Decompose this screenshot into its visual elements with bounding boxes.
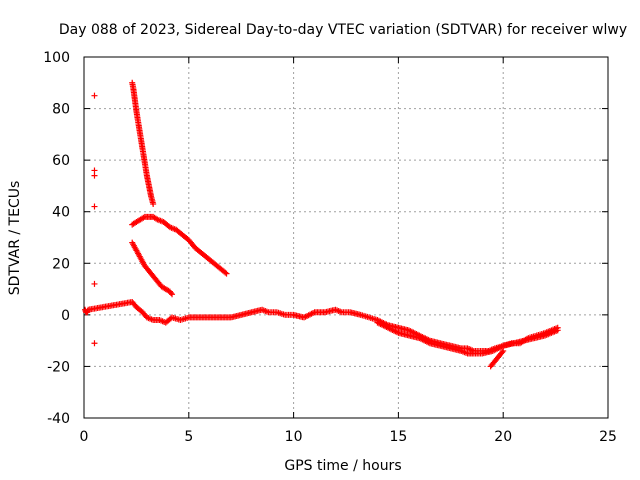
- y-tick-label: 40: [52, 205, 70, 221]
- x-tick-label: 10: [285, 429, 303, 445]
- x-tick-label: 25: [599, 429, 617, 445]
- x-tick-labels: 0 5 10 15 20 25: [80, 429, 617, 445]
- data-point: [223, 270, 230, 277]
- data-point: [499, 349, 506, 356]
- data-point: [91, 172, 98, 179]
- data-point: [222, 269, 229, 276]
- y-tick-label: -20: [47, 359, 70, 375]
- y-tick-label: 0: [61, 308, 70, 324]
- y-tick-labels: -40 -20 0 20 40 60 80 100: [43, 50, 70, 427]
- axis-ticks: [83, 56, 609, 419]
- data-point: [167, 289, 174, 296]
- x-tick-label: 15: [389, 429, 407, 445]
- y-tick-label: 20: [52, 256, 70, 272]
- data-point: [91, 280, 98, 287]
- data-point: [169, 291, 176, 298]
- y-tick-label: 60: [52, 153, 70, 169]
- data-point: [91, 92, 98, 99]
- grid: [84, 57, 608, 418]
- data-point: [91, 167, 98, 174]
- data-point: [150, 200, 157, 207]
- data-point: [500, 347, 507, 354]
- data-points: [82, 79, 561, 370]
- data-point: [91, 340, 98, 347]
- chart-title: Day 088 of 2023, Sidereal Day-to-day VTE…: [59, 22, 627, 38]
- y-axis-label: SDTVAR / TECUs: [7, 181, 23, 296]
- y-tick-label: 80: [52, 102, 70, 118]
- x-tick-label: 0: [80, 429, 89, 445]
- x-tick-label: 5: [184, 429, 193, 445]
- data-point: [140, 214, 147, 221]
- plot-frame: [83, 56, 609, 419]
- data-point: [554, 327, 561, 334]
- x-axis-label: GPS time / hours: [284, 458, 401, 474]
- y-tick-label: 100: [43, 50, 70, 66]
- data-point: [91, 203, 98, 210]
- x-tick-label: 20: [494, 429, 512, 445]
- y-tick-label: -40: [47, 411, 70, 427]
